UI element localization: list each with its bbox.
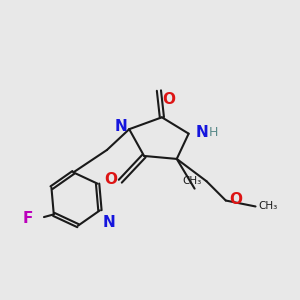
- Text: CH₃: CH₃: [183, 176, 202, 186]
- Text: O: O: [104, 172, 117, 187]
- Text: N: N: [102, 215, 115, 230]
- Text: CH₃: CH₃: [259, 201, 278, 211]
- Text: H: H: [209, 126, 218, 139]
- Text: F: F: [22, 211, 33, 226]
- Text: O: O: [230, 191, 242, 206]
- Text: N: N: [115, 119, 127, 134]
- Text: N: N: [196, 125, 209, 140]
- Text: O: O: [162, 92, 175, 107]
